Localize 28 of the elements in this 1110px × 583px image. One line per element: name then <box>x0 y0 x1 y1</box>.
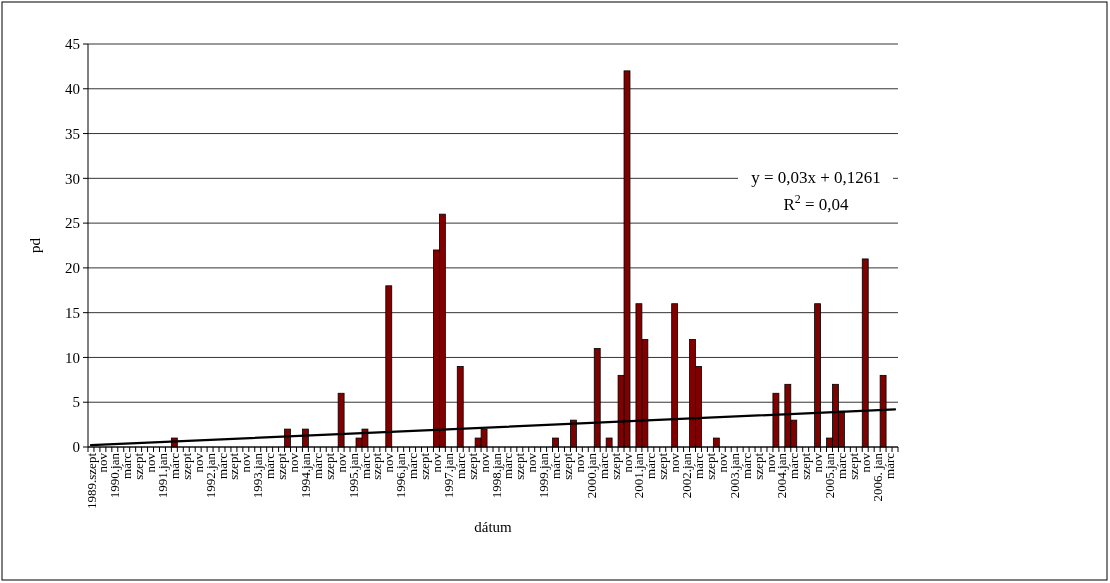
x-tick-label: szept <box>655 452 671 480</box>
y-tick-label: 15 <box>65 304 80 321</box>
y-tick-label: 20 <box>65 260 80 277</box>
x-tick-label: 1996.jan <box>393 452 409 499</box>
x-tick-label: szept <box>369 452 385 480</box>
x-tick-label: 2002.jan <box>679 452 695 499</box>
y-axis-title: pd <box>27 237 43 253</box>
x-tick-label: szept <box>226 452 242 480</box>
y-tick-label: 40 <box>65 81 80 98</box>
x-tick-label: 2001.jan <box>631 452 647 499</box>
annotation: y = 0,03x + 0,1261 <box>751 167 881 187</box>
x-tick-label: 2004.jan <box>774 452 790 499</box>
y-tick-label: 0 <box>72 439 80 456</box>
annotation: R$^{2}$ = 0,04 <box>783 191 850 214</box>
y-tick-label: 45 <box>65 36 80 53</box>
x-tick-label: szept <box>512 452 528 480</box>
x-tick-label: 1993.jan <box>250 452 266 499</box>
x-tick-label: szept <box>131 452 147 480</box>
x-tick-label: szept <box>798 452 814 480</box>
x-axis-title: dátum <box>474 519 513 535</box>
x-tick-label: szept <box>274 452 290 480</box>
y-tick-label: 35 <box>65 125 80 142</box>
x-tick-label: 1990.jan <box>107 452 123 499</box>
y-tick-label: 5 <box>72 394 80 411</box>
x-tick-label: 1999.jan <box>536 452 552 499</box>
y-tick-label: 10 <box>65 349 80 366</box>
y-tick-label: 30 <box>65 170 80 187</box>
y-tick-label: 25 <box>65 215 80 232</box>
